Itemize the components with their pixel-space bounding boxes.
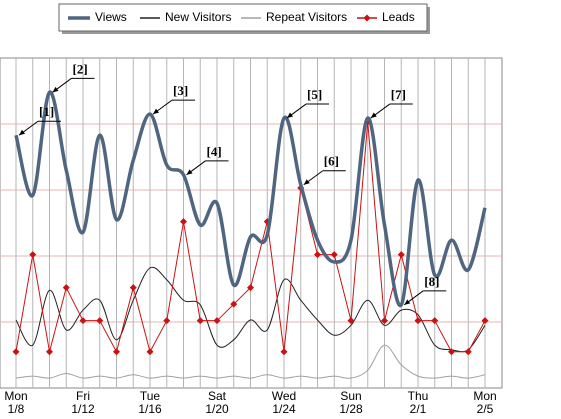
- legend-label: Repeat Visitors: [266, 10, 347, 24]
- lead-marker: [230, 300, 238, 308]
- series-line: [14, 90, 487, 308]
- legend-label: New Visitors: [165, 10, 231, 24]
- x-tick-label: Sat: [208, 389, 227, 403]
- annotation-arrowhead: [52, 86, 59, 93]
- annotation: [6]: [324, 154, 339, 169]
- x-tick-label: 1/16: [138, 402, 162, 416]
- lead-marker: [196, 317, 204, 325]
- lead-marker: [79, 317, 87, 325]
- lead-marker: [464, 348, 472, 356]
- annotation: [5]: [307, 87, 322, 102]
- x-tick-label: 1/24: [272, 402, 296, 416]
- series-line: [15, 344, 486, 379]
- lead-marker: [280, 348, 288, 356]
- annotation-arrowhead: [153, 108, 159, 115]
- annotation: [1]: [39, 104, 54, 119]
- lead-marker: [448, 348, 455, 356]
- lead-marker: [62, 284, 70, 292]
- lead-marker: [146, 348, 154, 356]
- lead-marker: [46, 348, 53, 356]
- annotation: [3]: [173, 83, 188, 98]
- annotation-arrowhead: [19, 129, 25, 136]
- x-tick-label: 2/1: [410, 402, 427, 416]
- legend-marker: [363, 14, 371, 22]
- lead-marker: [381, 317, 388, 325]
- series-line: [15, 266, 486, 353]
- x-tick-label: Sun: [340, 389, 361, 403]
- x-tick-label: 1/20: [205, 402, 229, 416]
- x-tick-label: Mon: [473, 389, 496, 403]
- lead-marker: [347, 317, 355, 325]
- lead-marker: [414, 317, 422, 325]
- x-tick-label: Mon: [4, 389, 27, 403]
- annotation: [2]: [73, 61, 88, 76]
- lead-marker: [29, 251, 37, 259]
- lead-marker: [113, 348, 120, 356]
- annotation-arrowhead: [370, 112, 377, 119]
- annotation-arrowhead: [404, 299, 411, 305]
- annotation: [8]: [424, 274, 439, 289]
- lead-marker: [213, 317, 221, 325]
- lead-marker: [12, 348, 20, 356]
- annotation-arrowhead: [303, 179, 310, 185]
- x-tick-label: Fri: [76, 389, 90, 403]
- lead-marker: [397, 251, 405, 259]
- x-tick-label: 1/28: [339, 402, 363, 416]
- legend-label: Leads: [382, 10, 415, 24]
- lead-marker: [180, 218, 187, 226]
- annotation-arrowhead: [186, 169, 193, 175]
- lead-marker: [163, 317, 171, 325]
- lead-marker: [96, 317, 104, 325]
- x-tick-label: Tue: [140, 389, 161, 403]
- lead-marker: [129, 284, 137, 292]
- x-tick-label: 1/12: [71, 402, 95, 416]
- x-tick-label: 1/8: [8, 402, 25, 416]
- x-tick-label: Thu: [408, 389, 429, 403]
- x-tick-label: 2/5: [477, 402, 494, 416]
- lead-marker: [481, 317, 489, 325]
- lead-marker: [314, 251, 321, 259]
- lead-marker: [431, 317, 439, 325]
- annotation: [7]: [391, 87, 406, 102]
- lead-marker: [330, 251, 338, 259]
- x-tick-label: Wed: [272, 389, 296, 403]
- annotation: [4]: [207, 144, 222, 159]
- annotation-arrowhead: [287, 112, 293, 119]
- legend-label: Views: [95, 10, 127, 24]
- lead-marker: [247, 284, 254, 292]
